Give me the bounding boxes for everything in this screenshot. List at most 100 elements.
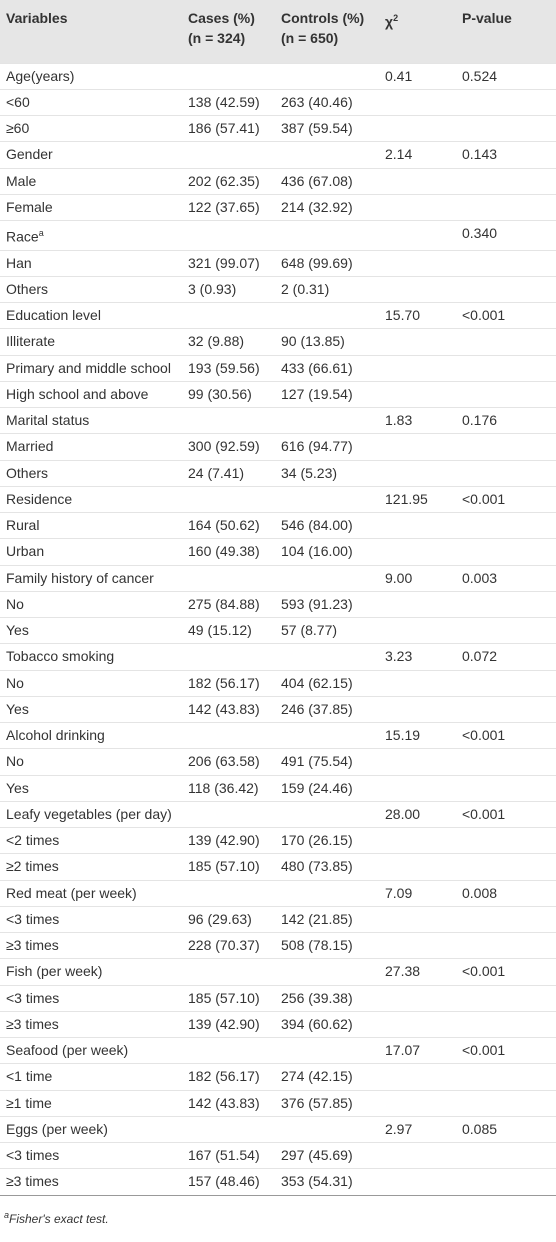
table-cell: 142 (43.83) — [182, 696, 275, 722]
table-cell: 0.008 — [456, 880, 556, 906]
header-line: Cases (%) — [188, 8, 275, 28]
table-cell: <0.001 — [456, 303, 556, 329]
table-cell — [275, 142, 379, 168]
table-cell: 139 (42.90) — [182, 1011, 275, 1037]
cell-value: 508 (78.15) — [281, 937, 353, 954]
table-cell: Married — [0, 434, 182, 460]
cell-value: 32 (9.88) — [188, 333, 245, 350]
cell-value: 433 (66.61) — [281, 359, 353, 376]
cell-value: 3.23 — [385, 648, 413, 665]
table-row: Seafood (per week) 17.07 <0.001 — [0, 1037, 556, 1064]
table-row: Eggs (per week) 2.97 0.085 — [0, 1116, 556, 1142]
table-cell — [379, 329, 456, 355]
row-label: Eggs (per week) — [6, 1120, 108, 1137]
row-label: <3 times — [6, 910, 60, 927]
table-cell: Others — [0, 460, 182, 486]
cell-value: 9.00 — [385, 569, 413, 586]
table-cell: 90 (13.85) — [275, 329, 379, 355]
table-cell — [379, 276, 456, 302]
table-cell — [275, 880, 379, 906]
table-cell — [456, 116, 556, 142]
header-line: Variables — [6, 8, 182, 28]
table-cell: 0.143 — [456, 142, 556, 168]
row-label: Female — [6, 198, 53, 215]
cell-value: 182 (56.17) — [188, 674, 260, 691]
table-cell: Red meat (per week) — [0, 880, 182, 906]
table-cell: 256 (39.38) — [275, 985, 379, 1011]
cell-value: 122 (37.65) — [188, 198, 260, 215]
table-cell: Tobacco smoking — [0, 644, 182, 670]
table-cell — [379, 381, 456, 407]
table-row: Primary and middle school 193 (59.56) 433 … — [0, 355, 556, 381]
row-label: Yes — [6, 622, 29, 639]
cell-value: 0.008 — [462, 884, 498, 901]
table-row: Han 321 (99.07) 648 (99.69) — [0, 250, 556, 276]
table-cell — [456, 906, 556, 932]
table-cell: Female — [0, 194, 182, 220]
header-line: χ2 — [385, 8, 456, 32]
table-cell: Rural — [0, 513, 182, 539]
cell-value: 404 (62.15) — [281, 674, 353, 691]
table-cell: 118 (36.42) — [182, 775, 275, 801]
table-cell — [182, 1038, 275, 1064]
table-cell: 1.83 — [379, 408, 456, 434]
header-cell: Variables — [0, 0, 182, 63]
cell-value: 7.09 — [385, 884, 413, 901]
table-row: Red meat (per week) 7.09 0.008 — [0, 880, 556, 906]
table-cell: 3.23 — [379, 644, 456, 670]
cell-value: 49 (15.12) — [188, 622, 252, 639]
cell-value: 1.83 — [385, 412, 413, 429]
table-cell — [275, 63, 379, 89]
row-label: <60 — [6, 93, 30, 110]
cell-value: 0.524 — [462, 67, 498, 84]
table-cell: 142 (43.83) — [182, 1090, 275, 1116]
cell-value: 546 (84.00) — [281, 517, 353, 534]
cell-value: 182 (56.17) — [188, 1068, 260, 1085]
table-cell: Residence — [0, 486, 182, 512]
table-cell: 15.19 — [379, 723, 456, 749]
table-cell — [456, 775, 556, 801]
table-cell: 0.340 — [456, 221, 556, 251]
table-cell: No — [0, 749, 182, 775]
cell-value: 436 (67.08) — [281, 172, 353, 189]
table-row: Male 202 (62.35) 436 (67.08) — [0, 168, 556, 194]
table-cell — [456, 539, 556, 565]
table-cell: Yes — [0, 696, 182, 722]
cell-value: 104 (16.00) — [281, 543, 353, 560]
table-row: Others 24 (7.41) 34 (5.23) — [0, 460, 556, 486]
table-header: Variables Cases (%) (n = 324) Controls (%) (… — [0, 0, 556, 63]
table-row: Yes 118 (36.42) 159 (24.46) — [0, 775, 556, 801]
table-cell: 182 (56.17) — [182, 1064, 275, 1090]
table-cell: 15.70 — [379, 303, 456, 329]
row-label: Age(years) — [6, 67, 75, 84]
superscript: a — [38, 228, 44, 238]
cell-value: 394 (60.62) — [281, 1015, 353, 1032]
table-cell — [182, 801, 275, 827]
table-row: ≥2 times 185 (57.10) 480 (73.85) — [0, 853, 556, 880]
row-label: Male — [6, 172, 37, 189]
table-cell: <0.001 — [456, 486, 556, 512]
table-cell — [182, 565, 275, 591]
table-cell — [379, 670, 456, 696]
table-cell: 167 (51.54) — [182, 1143, 275, 1169]
table-cell: 24 (7.41) — [182, 460, 275, 486]
table-cell: 297 (45.69) — [275, 1143, 379, 1169]
row-label: <3 times — [6, 1147, 60, 1164]
row-label: Illiterate — [6, 333, 56, 350]
table-cell — [182, 303, 275, 329]
table-cell — [275, 723, 379, 749]
row-label: Married — [6, 438, 54, 455]
table-cell: 274 (42.15) — [275, 1064, 379, 1090]
table-row: Racea 0.340 — [0, 220, 556, 251]
table-cell — [379, 775, 456, 801]
cell-value: 2 (0.31) — [281, 280, 330, 297]
cell-value: 185 (57.10) — [188, 858, 260, 875]
table-cell: 0.085 — [456, 1116, 556, 1142]
table-cell — [275, 486, 379, 512]
table-cell: 0.176 — [456, 408, 556, 434]
row-label: Han — [6, 254, 32, 271]
table-row: Leafy vegetables (per day) 28.00 <0.001 — [0, 801, 556, 827]
table-cell: 186 (57.41) — [182, 116, 275, 142]
row-label: ≥2 times — [6, 858, 59, 875]
